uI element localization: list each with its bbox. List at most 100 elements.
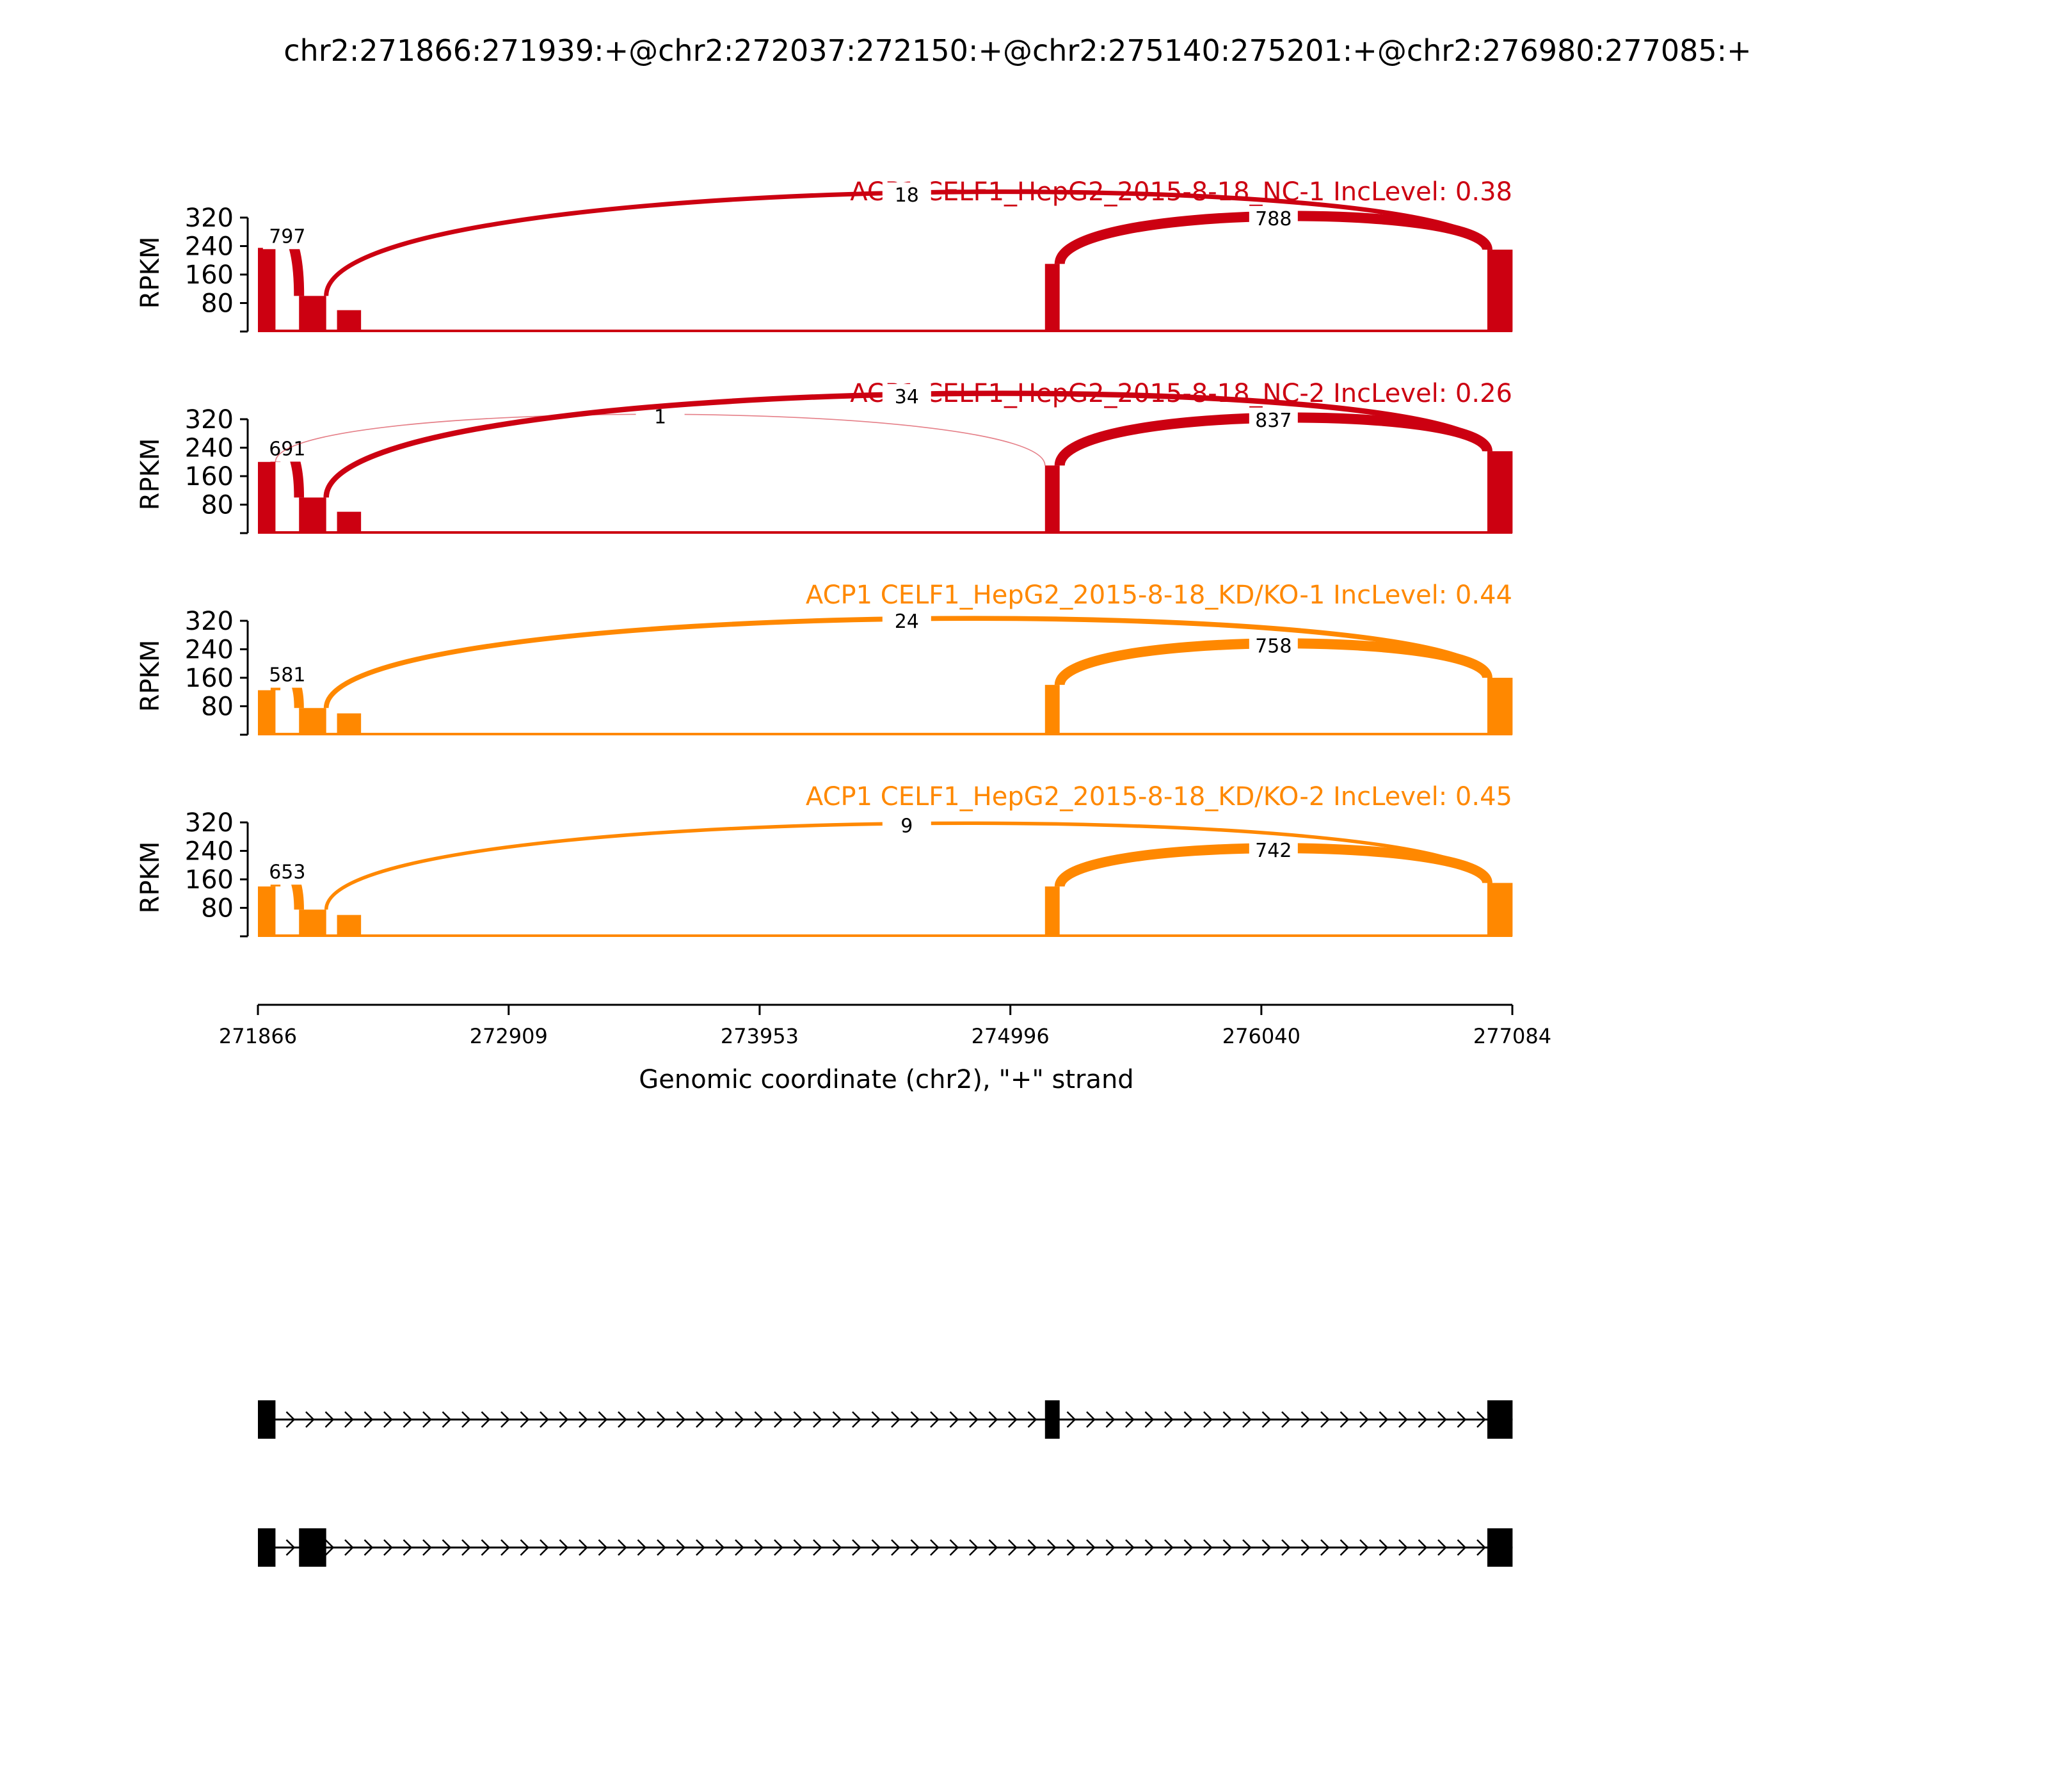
coverage-panels: ACP1 CELF1_HepG2_2015-8-18_NC-1 IncLevel…: [136, 177, 1513, 938]
strand-arrow: [618, 1539, 627, 1556]
strand-arrow: [832, 1539, 842, 1556]
strand-arrow: [1008, 1539, 1018, 1556]
strand-arrow: [676, 1539, 686, 1556]
strand-arrow: [1437, 1411, 1447, 1428]
junction-count-label: 653: [269, 861, 305, 883]
strand-arrow: [969, 1539, 979, 1556]
junction-count-label: 1: [654, 406, 666, 428]
strand-arrow: [637, 1539, 647, 1556]
strand-arrow: [1066, 1539, 1076, 1556]
strand-arrow: [481, 1539, 491, 1556]
strand-arrow: [1320, 1411, 1330, 1428]
isoform-tracks: [258, 1400, 1513, 1567]
strand-arrow: [364, 1539, 374, 1556]
strand-arrow: [481, 1411, 491, 1428]
strand-arrow: [540, 1539, 549, 1556]
strand-arrow: [579, 1539, 588, 1556]
strand-arrow: [969, 1411, 979, 1428]
strand-arrow: [735, 1411, 744, 1428]
strand-arrow: [1125, 1411, 1135, 1428]
y-axis-label: RPKM: [136, 438, 165, 511]
y-tick-label: 160: [185, 260, 234, 290]
strand-arrow: [949, 1539, 959, 1556]
coverage-bar: [299, 296, 326, 332]
strand-arrow: [1457, 1539, 1467, 1556]
strand-arrow: [813, 1539, 822, 1556]
strand-arrow: [1242, 1411, 1252, 1428]
strand-arrow: [540, 1411, 549, 1428]
strand-arrow: [442, 1411, 452, 1428]
strand-arrow: [324, 1411, 335, 1428]
strand-arrow: [1105, 1411, 1116, 1428]
strand-arrow: [1008, 1411, 1018, 1428]
strand-arrow: [1086, 1411, 1096, 1428]
strand-arrow: [1125, 1539, 1135, 1556]
coverage-bar: [1487, 250, 1513, 332]
strand-arrow: [344, 1539, 354, 1556]
strand-arrow: [1457, 1411, 1467, 1428]
junction-label-bg: [1249, 205, 1298, 232]
coverage-bar: [337, 713, 362, 735]
strand-arrow: [1086, 1539, 1096, 1556]
junction-count-label: 837: [1255, 410, 1292, 432]
coverage-bar: [337, 915, 362, 936]
strand-arrow: [1261, 1539, 1272, 1556]
y-tick-label: 240: [185, 636, 234, 665]
strand-arrow: [793, 1539, 803, 1556]
coverage-bar: [258, 886, 276, 936]
strand-arrow: [1203, 1539, 1213, 1556]
y-tick-label: 240: [185, 434, 234, 463]
panel-1: ACP1 CELF1_HepG2_2015-8-18_NC-1 IncLevel…: [136, 177, 1513, 333]
strand-arrow: [324, 1539, 335, 1556]
strand-arrow: [1379, 1539, 1389, 1556]
strand-arrow: [1476, 1539, 1486, 1556]
exon-block: [1487, 1400, 1513, 1439]
junction-label-bg: [882, 182, 931, 209]
junction-label-bg: [882, 608, 931, 634]
strand-arrow: [676, 1411, 686, 1428]
strand-arrow: [696, 1411, 705, 1428]
strand-arrow: [500, 1411, 510, 1428]
panel-4: ACP1 CELF1_HepG2_2015-8-18_KD/KO-2 IncLe…: [136, 782, 1513, 938]
strand-arrow: [1437, 1539, 1447, 1556]
strand-arrow: [754, 1539, 764, 1556]
strand-arrow: [403, 1539, 413, 1556]
junction-count-label: 788: [1255, 208, 1292, 230]
junction-count-label: 758: [1255, 635, 1292, 657]
x-axis: 271866 272909 273953 274996 276040 277084: [219, 1004, 1551, 1048]
x-axis-label: Genomic coordinate (chr2), "+" strand: [639, 1065, 1133, 1094]
coverage-bar: [1487, 451, 1513, 533]
coverage-bar: [258, 248, 276, 332]
strand-arrow: [1340, 1411, 1350, 1428]
junction-label-bg: [1249, 407, 1298, 433]
coverage-bar: [1044, 685, 1060, 735]
y-tick-label: 160: [185, 865, 234, 895]
strand-arrow: [1027, 1411, 1037, 1428]
strand-arrow: [520, 1539, 530, 1556]
strand-arrow: [715, 1411, 725, 1428]
y-axis-label: RPKM: [136, 640, 165, 712]
strand-arrow: [696, 1539, 705, 1556]
x-tick-label: 272909: [470, 1024, 548, 1048]
strand-arrow: [422, 1411, 432, 1428]
exon-block: [1044, 1400, 1060, 1439]
strand-arrow: [1281, 1411, 1291, 1428]
y-tick-label: 320: [185, 808, 234, 838]
strand-arrow: [1476, 1411, 1486, 1428]
panel-2: ACP1 CELF1_HepG2_2015-8-18_NC-2 IncLevel…: [136, 379, 1513, 534]
coverage-bar: [299, 708, 326, 735]
strand-arrow: [1222, 1411, 1233, 1428]
strand-arrow: [1300, 1411, 1311, 1428]
strand-arrow: [988, 1411, 998, 1428]
junction-count-label: 34: [895, 386, 919, 408]
junction-label-bg: [262, 662, 312, 688]
coverage-bar: [1044, 465, 1060, 533]
coverage-bar: [337, 310, 362, 332]
coverage-bar: [258, 690, 276, 735]
strand-arrow: [559, 1539, 569, 1556]
coverage-bar: [299, 497, 326, 533]
strand-arrow: [871, 1539, 881, 1556]
junction-count-label: 9: [900, 815, 913, 838]
coverage-bar: [258, 461, 276, 533]
isoform-2: [258, 1528, 1513, 1567]
